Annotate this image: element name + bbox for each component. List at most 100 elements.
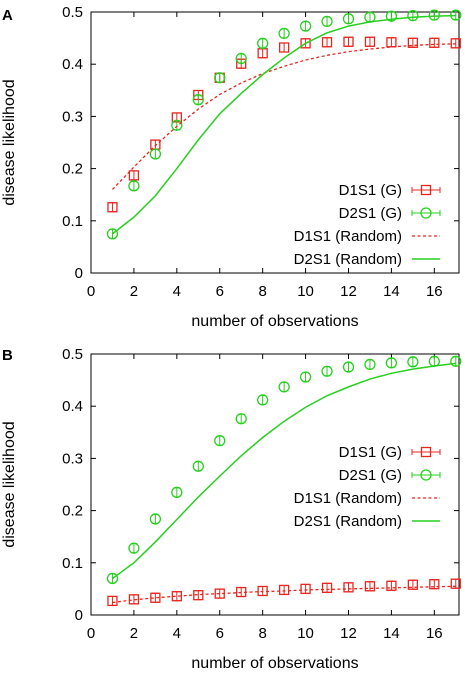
y-tick-label: 0.3: [62, 450, 83, 467]
x-tick-label: 14: [383, 283, 400, 300]
panel-a: 0 0.1 0.2 0.3 0.4 0.5 0 2 4 6 8 10 12 14 16 number of o…: [1, 4, 462, 330]
y-tick-label: 0: [75, 265, 83, 282]
x-tick-label: 8: [258, 283, 266, 300]
data-point: [299, 371, 312, 383]
data-point: [407, 579, 419, 590]
legend-marker-swatch: [411, 184, 441, 196]
data-point: [364, 11, 376, 23]
data-point: [278, 42, 290, 53]
data-point: [214, 72, 226, 84]
x-tick-label: 16: [426, 283, 443, 300]
data-point: [149, 148, 162, 160]
data-point: [428, 9, 440, 21]
data-point: [321, 37, 333, 48]
legend-label: D2S1 (Random): [294, 251, 402, 268]
data-point: [364, 358, 376, 371]
data-point: [107, 202, 118, 213]
data-point: [235, 413, 247, 425]
data-point: [214, 435, 226, 447]
data-point: [171, 119, 183, 131]
x-tick-label: 4: [173, 625, 181, 642]
x-axis-label: number of observations: [191, 313, 358, 330]
legend-label: D1S1 (G): [339, 444, 402, 461]
plot-frame: [90, 11, 460, 274]
data-point: [385, 357, 398, 369]
legend-marker-swatch: [411, 446, 441, 458]
y-tick-label: 0.5: [62, 346, 83, 363]
x-axis-label: number of observations: [191, 655, 358, 672]
legend-label: D1S1 (Random): [294, 490, 402, 507]
data-point: [407, 356, 419, 368]
plot-frame: [90, 353, 460, 616]
data-point: [278, 27, 290, 40]
y-tick-label: 0.1: [62, 213, 83, 230]
data-point: [428, 355, 440, 367]
legend-marker-swatch: [411, 207, 441, 219]
data-point: [300, 583, 311, 595]
data-point: [257, 394, 269, 406]
legend-label: D2S1 (G): [339, 467, 402, 484]
data-point: [193, 590, 204, 601]
x-tick-label: 10: [297, 625, 314, 642]
data-point: [429, 37, 440, 48]
y-axis-label: disease likelihood: [1, 79, 18, 205]
y-tick-label: 0.3: [62, 108, 83, 125]
data-point: [192, 94, 204, 106]
data-point: [386, 37, 397, 48]
y-tick-label: 0.4: [62, 398, 83, 415]
data-point: [407, 37, 419, 48]
data-point: [128, 594, 140, 605]
series-line-d2s1-random: [111, 14, 456, 235]
data-point: [321, 15, 333, 28]
data-point: [386, 580, 397, 591]
y-tick-label: 0.5: [62, 4, 83, 21]
data-point: [128, 542, 140, 554]
series-line-d1s1-random: [111, 43, 456, 190]
data-point: [278, 584, 290, 596]
data-point: [364, 581, 376, 592]
data-point: [235, 52, 247, 65]
x-tick-label: 0: [87, 625, 95, 642]
legend-marker-swatch: [411, 469, 441, 481]
x-tick-label: 14: [383, 625, 400, 642]
data-point: [128, 180, 140, 192]
data-point: [257, 48, 268, 59]
legend-label: D2S1 (G): [339, 205, 402, 222]
legend-label: D1S1 (Random): [294, 228, 402, 245]
data-point: [321, 365, 333, 377]
x-tick-label: 16: [426, 625, 443, 642]
data-point: [343, 36, 354, 47]
data-point: [364, 36, 376, 47]
panel-label: A: [2, 7, 13, 24]
x-tick-label: 2: [130, 625, 138, 642]
x-tick-label: 10: [297, 283, 314, 300]
x-tick-label: 6: [216, 283, 224, 300]
data-point: [450, 355, 462, 367]
data-point: [257, 37, 269, 49]
y-tick-label: 0: [75, 607, 83, 624]
x-tick-label: 0: [87, 283, 95, 300]
data-point: [278, 381, 290, 393]
panel-label: B: [2, 347, 13, 364]
data-point: [171, 486, 183, 498]
y-tick-label: 0.4: [62, 56, 83, 73]
x-tick-label: 6: [216, 625, 224, 642]
data-point: [429, 579, 440, 590]
panel-b: 0 0.1 0.2 0.3 0.4 0.5 0 2 4 6 8 10 12 14 16 number of o…: [1, 346, 462, 672]
x-tick-label: 12: [340, 283, 357, 300]
data-point: [321, 582, 333, 594]
data-point: [450, 38, 461, 49]
legend-label: D1S1 (G): [339, 182, 402, 199]
data-point: [149, 513, 162, 525]
y-tick-label: 0.2: [62, 503, 83, 520]
data-point: [107, 595, 118, 607]
y-tick-label: 0.2: [62, 161, 83, 178]
x-tick-label: 12: [340, 625, 357, 642]
data-point: [300, 38, 311, 49]
data-point: [342, 361, 355, 373]
data-point: [385, 10, 398, 22]
x-tick-label: 2: [130, 283, 138, 300]
x-tick-label: 4: [173, 283, 181, 300]
series-line-d2s1-random: [112, 362, 456, 580]
